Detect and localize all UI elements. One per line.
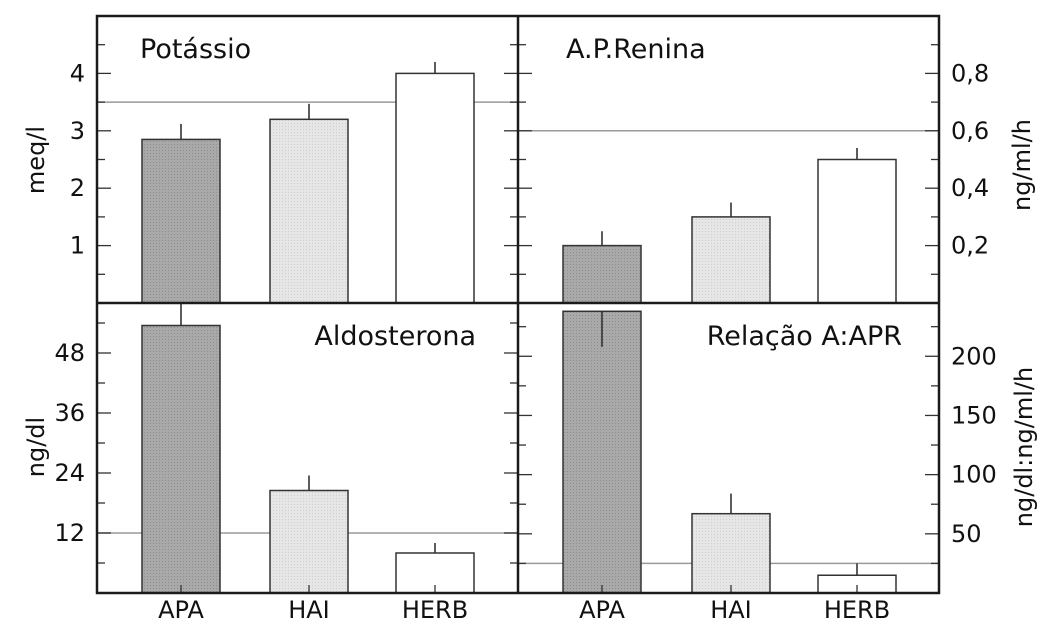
bar-relacao-hai xyxy=(691,512,771,594)
tick-label-potassio: 3 xyxy=(70,117,85,145)
tick-label-aldosterona: 48 xyxy=(54,339,85,367)
bar-relacao-apa xyxy=(562,310,642,594)
tick-label-potassio: 4 xyxy=(70,59,85,87)
panel-title-renina: A.P.Renina xyxy=(566,34,706,65)
tick-label-relacao: 150 xyxy=(951,401,997,429)
y-axis-title-renina: ng/ml/h xyxy=(1008,119,1036,211)
category-label-hai-left: HAI xyxy=(288,596,330,624)
y-axis-title-aldosterona: ng/dl xyxy=(22,417,50,477)
bar-potassio-hai xyxy=(269,118,349,304)
y-axis-title-potassio: meq/l xyxy=(22,126,50,194)
bar-potassio-apa xyxy=(141,138,221,304)
bar-aldosterona-apa xyxy=(141,324,221,594)
bar-potassio-herb xyxy=(395,72,475,304)
category-label-apa-left: APA xyxy=(158,596,204,624)
category-label-herb-left: HERB xyxy=(402,596,468,624)
tick-label-renina: 0,8 xyxy=(951,59,989,87)
panel-title-aldosterona: Aldosterona xyxy=(314,321,476,352)
tick-label-relacao: 50 xyxy=(951,520,982,548)
tick-label-potassio: 2 xyxy=(70,174,85,202)
tick-label-potassio: 1 xyxy=(70,232,85,260)
panel-title-relacao: Relação A:APR xyxy=(707,321,902,352)
bar-renina-hai xyxy=(691,216,771,304)
tick-label-renina: 0,6 xyxy=(951,117,989,145)
y-axis-title-relacao: ng/dl:ng/ml/h xyxy=(1010,367,1038,527)
tick-label-aldosterona: 36 xyxy=(54,399,85,427)
tick-label-relacao: 200 xyxy=(951,342,997,370)
tick-label-renina: 0,4 xyxy=(951,174,989,202)
panel-title-potassio: Potássio xyxy=(140,34,251,65)
labels: Potássio A.P.Renina Aldosterona Relação … xyxy=(22,34,1038,624)
bar-aldosterona-hai xyxy=(269,489,349,594)
tick-label-relacao: 100 xyxy=(951,461,997,489)
tick-label-renina: 0,2 xyxy=(951,232,989,260)
bar-renina-herb xyxy=(817,158,897,304)
bar-renina-apa xyxy=(562,244,642,304)
category-label-hai-right: HAI xyxy=(710,596,752,624)
tick-label-aldosterona: 12 xyxy=(54,519,85,547)
bars xyxy=(141,61,897,594)
category-label-herb-right: HERB xyxy=(824,596,890,624)
tick-label-aldosterona: 24 xyxy=(54,459,85,487)
category-label-apa-right: APA xyxy=(579,596,625,624)
